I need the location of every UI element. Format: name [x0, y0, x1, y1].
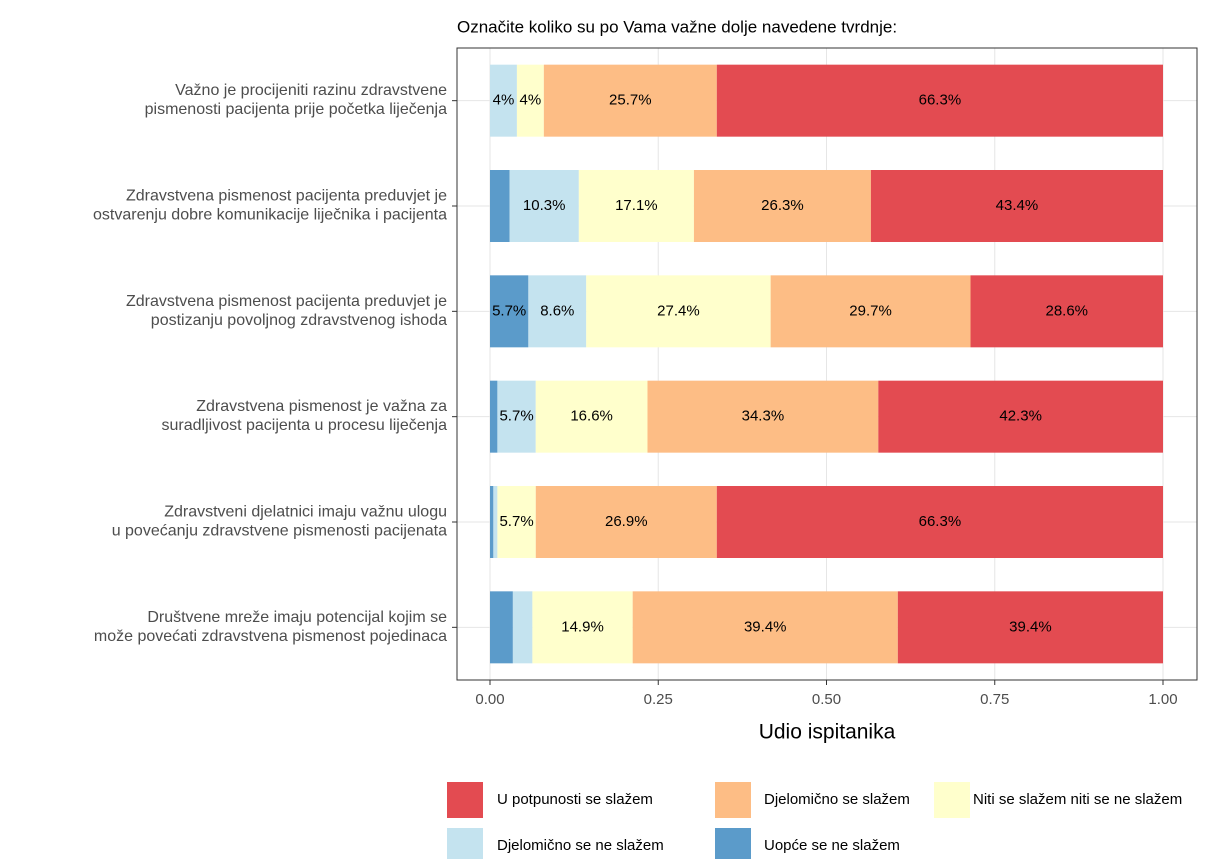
- y-tick-label: Zdravstveni djelatnici imaju važnu ulogu…: [112, 504, 447, 540]
- bar-segment: [770, 275, 971, 348]
- legend-label: Uopće se ne slažem: [764, 837, 900, 854]
- x-tick-label: 0.00: [475, 691, 504, 708]
- data-label: 26.9%: [605, 513, 648, 530]
- data-label: 17.1%: [615, 197, 658, 214]
- data-label: 26.3%: [761, 197, 804, 214]
- legend-label: Niti se slažem niti se ne slažem: [973, 791, 1182, 808]
- data-label: 39.4%: [1009, 618, 1052, 635]
- bar-segment: [528, 275, 587, 348]
- bar-segment: [578, 170, 694, 242]
- legend-key: [934, 782, 970, 818]
- bar-segment: [532, 591, 633, 664]
- data-label: 43.4%: [996, 197, 1039, 214]
- data-label: 29.7%: [849, 302, 892, 319]
- legend-key: [715, 828, 751, 859]
- bar-segment: [509, 170, 579, 242]
- y-tick-label: Zdravstvena pismenost pacijenta preduvje…: [93, 188, 447, 224]
- bar-segment: [897, 591, 1163, 664]
- bar-segment: [516, 64, 544, 137]
- data-label: 28.6%: [1045, 302, 1088, 319]
- data-label: 39.4%: [744, 618, 787, 635]
- legend-key: [715, 782, 751, 818]
- bar-segment: [543, 64, 717, 137]
- data-label: 5.7%: [499, 408, 533, 425]
- data-label: 27.4%: [657, 302, 700, 319]
- bar-segment: [497, 380, 536, 453]
- data-label: 4%: [493, 92, 515, 109]
- chart-title: Označite koliko su po Vama važne dolje n…: [457, 17, 897, 36]
- legend-label: Djelomično se slažem: [764, 791, 910, 808]
- y-tick-label: Zdravstvena pismenost je važna za suradlj…: [162, 398, 448, 434]
- bar-segment: [693, 170, 871, 242]
- bar-segment: [878, 380, 1163, 453]
- x-axis-title: Udio ispitanika: [759, 721, 896, 744]
- data-label: 16.6%: [570, 408, 613, 425]
- bar-segment: [716, 486, 1163, 558]
- bar-segment: [586, 275, 771, 348]
- bar-segment: [493, 486, 498, 558]
- y-tick-label: Važno je procijeniti razinu zdravstvene p…: [145, 82, 447, 118]
- legend-label: U potpunosti se slažem: [497, 791, 653, 808]
- bar-segment: [632, 591, 898, 664]
- bar-segment: [512, 591, 533, 664]
- bar-segment: [970, 275, 1163, 348]
- data-label: 14.9%: [561, 618, 604, 635]
- data-label: 5.7%: [499, 513, 533, 530]
- data-label: 42.3%: [999, 408, 1042, 425]
- plot-border: [456, 47, 1198, 681]
- bar-segment: [490, 170, 510, 242]
- bar-segment: [535, 486, 717, 558]
- data-label: 66.3%: [919, 92, 962, 109]
- bar-segment: [490, 275, 529, 348]
- bar-segment: [490, 64, 517, 137]
- x-tick-label: 0.75: [980, 691, 1009, 708]
- data-label: 10.3%: [523, 197, 566, 214]
- data-label: 25.7%: [609, 92, 652, 109]
- y-tick-label: Društvene mreže imaju potencijal kojim s…: [94, 609, 447, 645]
- x-tick-label: 0.50: [812, 691, 841, 708]
- bar-segment: [490, 380, 498, 453]
- data-label: 66.3%: [919, 513, 962, 530]
- bar-segment: [716, 64, 1163, 137]
- bar-segment: [870, 170, 1163, 242]
- bar-segment: [647, 380, 879, 453]
- bar-segment: [490, 591, 513, 664]
- x-tick-label: 1.00: [1148, 691, 1177, 708]
- data-label: 4%: [520, 92, 542, 109]
- bar-segment: [497, 486, 536, 558]
- bar-segment: [535, 380, 648, 453]
- data-label: 5.7%: [492, 302, 526, 319]
- data-label: 34.3%: [742, 408, 785, 425]
- legend-key: [447, 828, 483, 859]
- legend-label: Djelomično se ne slažem: [497, 837, 664, 854]
- bar-segment: [490, 486, 494, 558]
- data-label: 8.6%: [540, 302, 574, 319]
- legend-key: [447, 782, 483, 818]
- y-tick-label: Zdravstvena pismenost pacijenta preduvje…: [126, 293, 447, 329]
- x-tick-label: 0.25: [644, 691, 673, 708]
